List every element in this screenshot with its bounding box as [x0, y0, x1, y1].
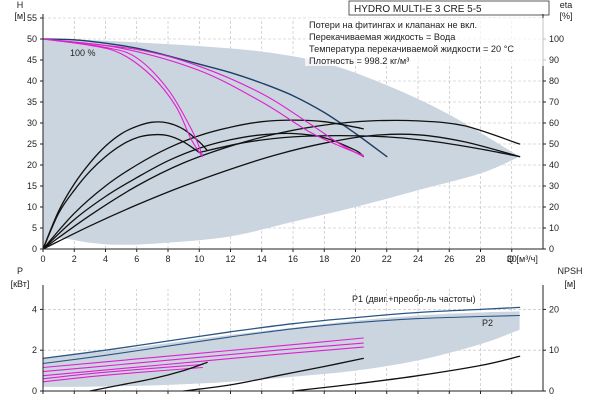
y-tick-label-right: 0 — [549, 244, 554, 254]
head-axes: 0510152025303540455055010203040506070809… — [27, 13, 564, 264]
power-axis-label: P — [17, 266, 23, 276]
x-tick-label: 30 — [507, 254, 517, 264]
curve-annotation: 100 % — [70, 48, 96, 58]
y-tick-label-left: 15 — [27, 181, 37, 191]
x-tick-label: 14 — [257, 254, 267, 264]
legend-p1: P1 (двиг.+преобр-ль частоты) — [352, 294, 476, 304]
y-tick-label-left: 0 — [32, 386, 37, 396]
head-curve — [42, 121, 208, 250]
note-fittings: Потери на фитингах и клапанах не вкл. — [309, 20, 477, 30]
y-tick-label-right: 30 — [549, 181, 559, 191]
head-axis-label: H — [17, 0, 24, 10]
note-temperature: Температура перекачиваемой жидкости = 20… — [309, 44, 514, 54]
efficiency-curve — [42, 38, 203, 156]
operating-range-area — [43, 39, 520, 249]
x-tick-label: 26 — [444, 254, 454, 264]
p1-power-curve — [42, 306, 521, 360]
efficiency-curve — [42, 363, 203, 380]
y-tick-label-right: 0 — [549, 386, 554, 396]
legend-p2: P2 — [482, 318, 493, 328]
flow-axis-label: Q [м³/ч] — [507, 254, 538, 264]
x-tick-label: 22 — [382, 254, 392, 264]
y-tick-label-left: 0 — [32, 244, 37, 254]
y-tick-label-right: 10 — [549, 345, 559, 355]
max-head-curve — [42, 38, 388, 158]
npsh-curve — [292, 355, 521, 392]
head-curve — [42, 119, 521, 250]
npsh-axis-unit: [м] — [564, 279, 575, 289]
y-tick-label-right: 70 — [549, 97, 559, 107]
y-tick-label-right: 50 — [549, 139, 559, 149]
y-tick-label-left: 10 — [27, 202, 37, 212]
y-tick-label-left: 4 — [32, 304, 37, 314]
x-tick-label: 4 — [103, 254, 108, 264]
eta-axis-unit: [%] — [559, 11, 572, 21]
efficiency-curve — [42, 337, 364, 369]
head-curve — [42, 133, 200, 250]
y-tick-label-left: 2 — [32, 345, 37, 355]
power-axes: 0 2 4 0 10 20 — [32, 285, 559, 396]
head-curve — [42, 132, 364, 250]
x-tick-label: 24 — [413, 254, 423, 264]
notes-box — [305, 18, 548, 66]
x-tick-label: 28 — [475, 254, 485, 264]
y-tick-label-right: 60 — [549, 118, 559, 128]
power-axis-unit: [кВт] — [11, 279, 30, 289]
x-tick-label: 0 — [40, 254, 45, 264]
y-tick-label-right: 80 — [549, 76, 559, 86]
x-tick-label: 20 — [350, 254, 360, 264]
efficiency-curve — [42, 38, 364, 158]
head-curve — [42, 133, 521, 250]
y-tick-label-left: 30 — [27, 118, 37, 128]
head-curve — [198, 134, 521, 158]
head-envelope — [43, 39, 520, 249]
x-tick-label: 2 — [72, 254, 77, 264]
y-tick-label-left: 45 — [27, 55, 37, 65]
x-tick-label: 6 — [134, 254, 139, 264]
p2-power-curve — [42, 314, 521, 365]
x-tick-label: 10 — [194, 254, 204, 264]
npsh-curve — [182, 357, 364, 392]
note-liquid: Перекачиваемая жидкость = Вода — [309, 32, 456, 42]
y-tick-label-left: 25 — [27, 139, 37, 149]
head-axis-unit: [м] — [14, 11, 25, 21]
power-curves — [42, 306, 521, 392]
title-box — [348, 0, 550, 16]
y-tick-label-right: 10 — [549, 223, 559, 233]
y-tick-label-right: 100 — [549, 34, 564, 44]
y-tick-label-left: 35 — [27, 97, 37, 107]
efficiency-curve — [42, 342, 364, 373]
y-tick-label-left: 55 — [27, 13, 37, 23]
head-curves — [42, 38, 521, 250]
x-tick-label: 8 — [165, 254, 170, 264]
y-tick-label-left: 20 — [27, 160, 37, 170]
note-density: Плотность = 998.2 кг/м³ — [309, 56, 409, 66]
eta-axis-label: eta — [560, 0, 573, 10]
y-tick-label-right: 90 — [549, 55, 559, 65]
x-tick-label: 16 — [288, 254, 298, 264]
efficiency-curve — [42, 366, 203, 383]
x-tick-label: 12 — [225, 254, 235, 264]
y-tick-label-right: 40 — [549, 160, 559, 170]
y-tick-label-right: 20 — [549, 304, 559, 314]
chart-title: HYDRO MULTI-E 3 CRE 5-5 — [354, 4, 482, 15]
y-tick-label-left: 40 — [27, 76, 37, 86]
efficiency-curve — [42, 38, 364, 156]
head-curve — [42, 119, 364, 250]
y-tick-label-left: 5 — [32, 223, 37, 233]
y-tick-label-left: 50 — [27, 34, 37, 44]
efficiency-curve — [42, 346, 364, 377]
y-tick-label-right: 20 — [549, 202, 559, 212]
npsh-axis-label: NPSH — [557, 266, 582, 276]
x-tick-label: 18 — [319, 254, 329, 264]
npsh-curve — [89, 361, 208, 392]
